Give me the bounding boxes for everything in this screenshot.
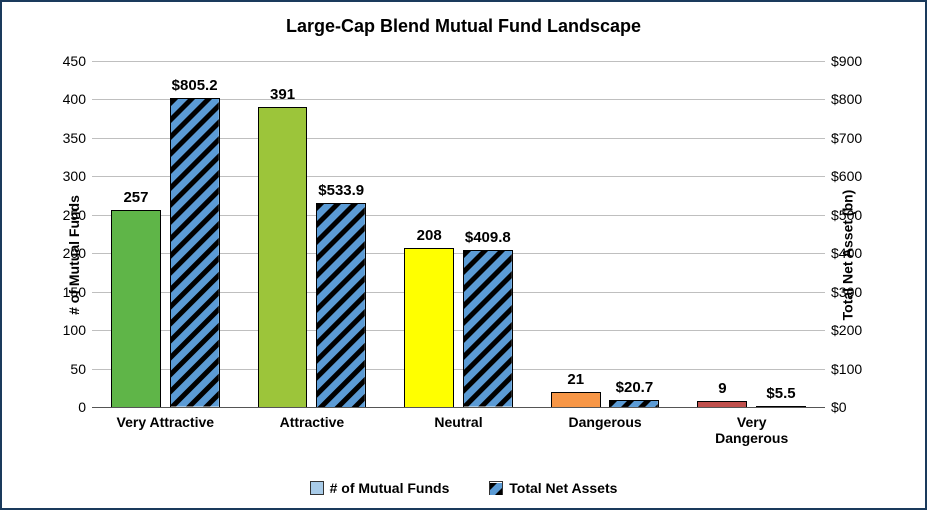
category-label: Neutral <box>385 408 532 430</box>
y-left-tick: 150 <box>42 284 92 300</box>
y-left-tick: 450 <box>42 53 92 69</box>
category-label: VeryDangerous <box>678 408 825 446</box>
bar-funds <box>551 392 601 408</box>
legend-item-funds: # of Mutual Funds <box>310 480 450 496</box>
y-left-tick: 50 <box>42 361 92 377</box>
bar-group: Neutral208$409.8 <box>385 62 532 408</box>
y-right-tick: $500 <box>825 207 885 223</box>
y-right-tick: $100 <box>825 361 885 377</box>
category-label: Attractive <box>239 408 386 430</box>
bar-group: Dangerous21$20.7 <box>532 62 679 408</box>
y-right-tick: $900 <box>825 53 885 69</box>
data-label-assets: $5.5 <box>766 385 795 402</box>
bar-funds <box>258 107 308 408</box>
data-label-assets: $805.2 <box>172 77 218 94</box>
y-right-tick: $0 <box>825 399 885 415</box>
legend-swatch-assets <box>489 481 503 495</box>
legend: # of Mutual Funds Total Net Assets <box>2 480 925 498</box>
y-left-tick: 100 <box>42 322 92 338</box>
x-axis-line <box>92 407 825 408</box>
chart-frame: Large-Cap Blend Mutual Fund Landscape # … <box>0 0 927 510</box>
y-left-tick: 250 <box>42 207 92 223</box>
data-label-assets: $409.8 <box>465 229 511 246</box>
plot-area: Very Attractive257$805.2Attractive391$53… <box>92 62 825 408</box>
legend-label-assets: Total Net Assets <box>509 480 617 496</box>
bar-funds <box>111 210 161 408</box>
y-right-tick: $300 <box>825 284 885 300</box>
data-label-assets: $533.9 <box>318 182 364 199</box>
bar-group: VeryDangerous9$5.5 <box>678 62 825 408</box>
y-left-tick: 400 <box>42 91 92 107</box>
bars-layer: Very Attractive257$805.2Attractive391$53… <box>92 62 825 408</box>
category-label: Dangerous <box>532 408 679 430</box>
data-label-funds: 208 <box>417 227 442 244</box>
legend-swatch-funds <box>310 481 324 495</box>
legend-item-assets: Total Net Assets <box>489 480 617 496</box>
data-label-funds: 391 <box>270 86 295 103</box>
legend-label-funds: # of Mutual Funds <box>330 480 450 496</box>
data-label-funds: 21 <box>567 371 584 388</box>
bar-assets <box>316 203 366 408</box>
chart-title: Large-Cap Blend Mutual Fund Landscape <box>2 16 925 37</box>
bar-assets <box>170 98 220 408</box>
category-label: Very Attractive <box>92 408 239 430</box>
y-left-tick: 350 <box>42 130 92 146</box>
data-label-funds: 9 <box>718 380 726 397</box>
bar-funds <box>404 248 454 408</box>
y-left-tick: 300 <box>42 168 92 184</box>
y-left-tick: 200 <box>42 245 92 261</box>
y-right-tick: $200 <box>825 322 885 338</box>
y-right-tick: $600 <box>825 168 885 184</box>
y-right-tick: $800 <box>825 91 885 107</box>
bar-assets <box>463 250 513 408</box>
data-label-funds: 257 <box>123 189 148 206</box>
y-right-tick: $700 <box>825 130 885 146</box>
y-right-tick: $400 <box>825 245 885 261</box>
y-left-tick: 0 <box>42 399 92 415</box>
bar-group: Very Attractive257$805.2 <box>92 62 239 408</box>
data-label-assets: $20.7 <box>616 379 654 396</box>
bar-group: Attractive391$533.9 <box>239 62 386 408</box>
